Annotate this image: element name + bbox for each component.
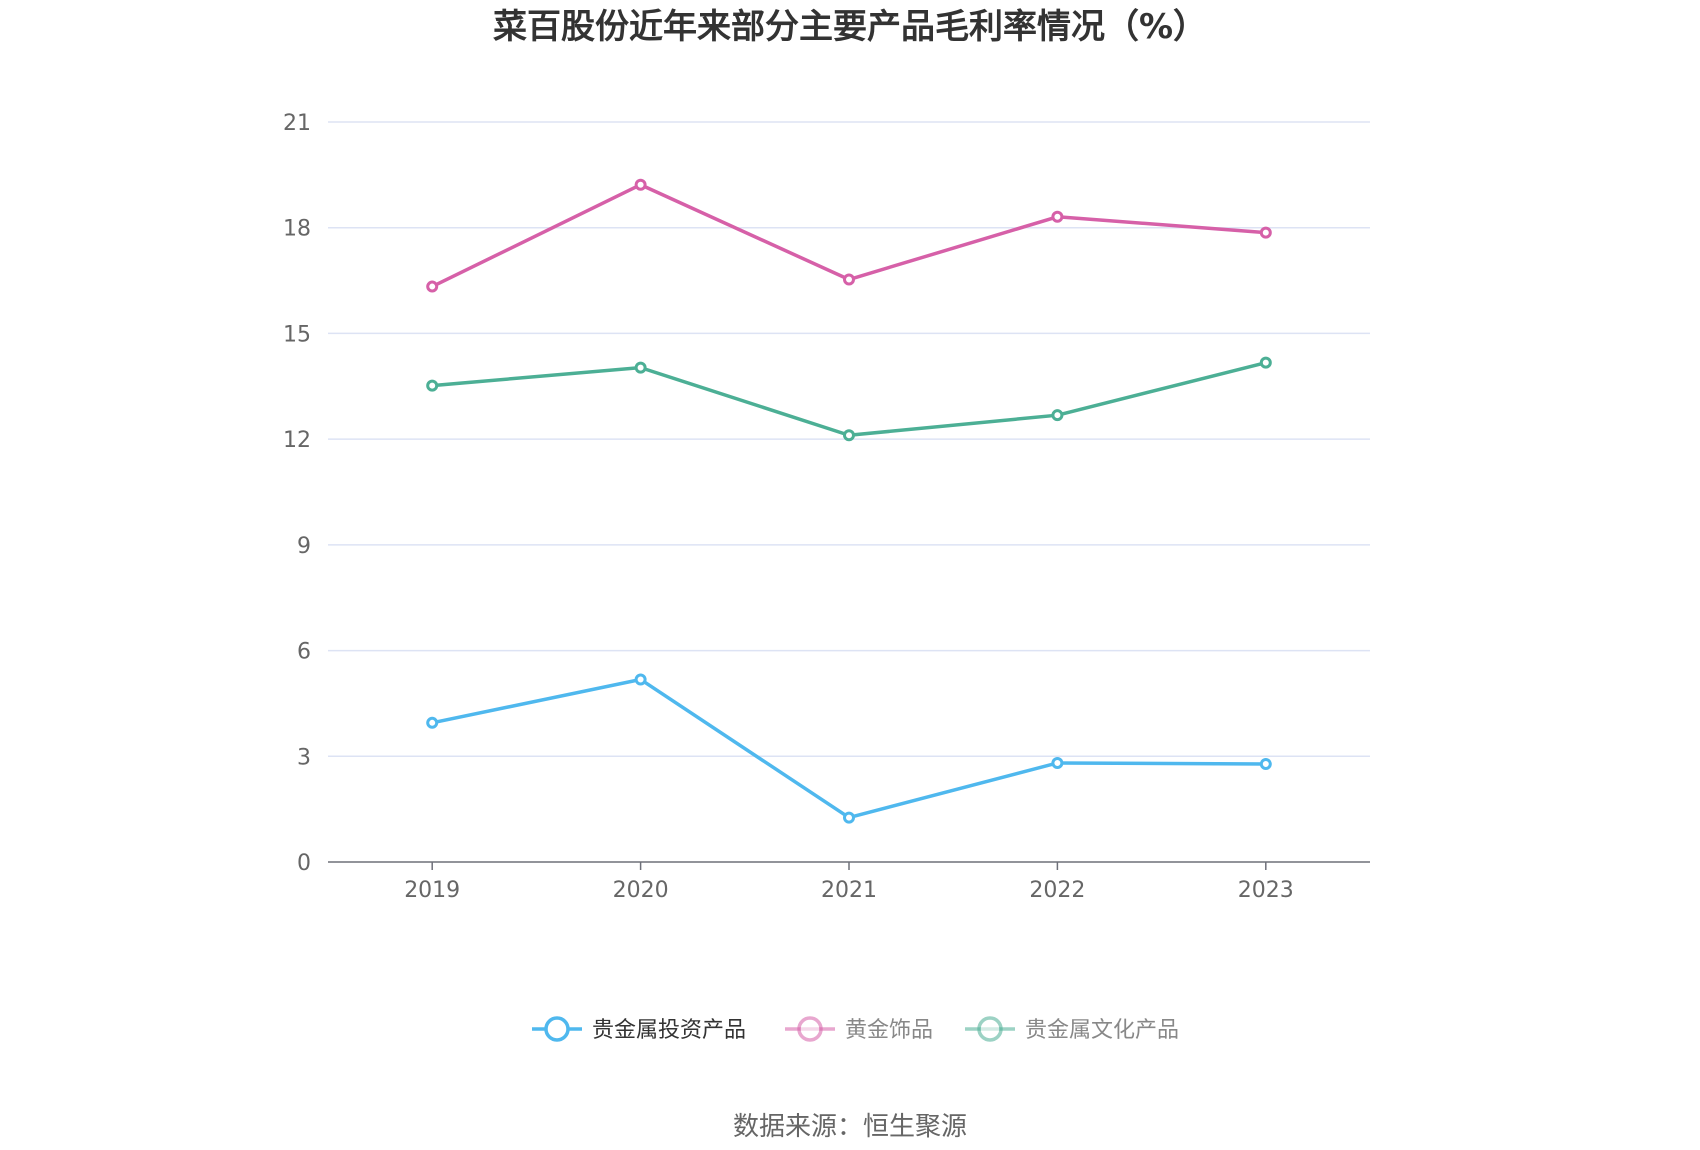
y-tick-label: 9: [297, 534, 311, 559]
series-layer: [426, 178, 1272, 824]
legend: 贵金属投资产品 黄金饰品 贵金属文化产品: [532, 1016, 1179, 1043]
data-point[interactable]: [634, 361, 647, 374]
y-tick-label: 12: [283, 428, 311, 453]
y-tick-label: 0: [297, 851, 311, 876]
legend-marker: [544, 1016, 570, 1042]
y-tick-label: 21: [283, 111, 311, 136]
data-point[interactable]: [1051, 210, 1064, 223]
data-point[interactable]: [634, 673, 647, 686]
series-line-1: [431, 677, 1266, 820]
chart-title: 菜百股份近年来部分主要产品毛利率情况（%）: [493, 7, 1207, 47]
legend-label: 贵金属文化产品: [1025, 1018, 1179, 1043]
legend-label: 黄金饰品: [845, 1018, 933, 1043]
x-tick-label: 2021: [821, 878, 877, 903]
data-point[interactable]: [426, 280, 439, 293]
legend-item-1[interactable]: 贵金属投资产品: [532, 1016, 746, 1043]
data-point[interactable]: [426, 379, 439, 392]
data-point[interactable]: [843, 429, 855, 442]
legend-item-2[interactable]: 黄金饰品: [785, 1016, 933, 1043]
axis-layer: 0 3 6 9 12 15 18 21 2019 2020 2021 2022 2023: [283, 111, 1370, 903]
data-source: 数据来源：恒生聚源: [733, 1112, 967, 1142]
y-tick-label: 18: [283, 217, 311, 242]
y-tick-label: 3: [297, 745, 311, 770]
data-point[interactable]: [1259, 226, 1272, 239]
legend-label: 贵金属投资产品: [592, 1018, 746, 1043]
grid-layer: [328, 121, 1370, 758]
data-point[interactable]: [843, 811, 855, 824]
data-point[interactable]: [1259, 758, 1272, 771]
y-tick-label: 6: [297, 640, 311, 665]
data-point[interactable]: [1259, 356, 1272, 369]
series-line-2: [431, 182, 1266, 289]
series-line-3: [432, 360, 1267, 438]
data-point[interactable]: [1051, 409, 1064, 422]
legend-item-3[interactable]: 贵金属文化产品: [965, 1016, 1179, 1043]
x-tick-label: 2023: [1238, 878, 1294, 903]
y-tick-label: 15: [283, 322, 311, 347]
legend-marker: [797, 1016, 823, 1042]
data-point[interactable]: [426, 716, 439, 729]
data-point[interactable]: [1051, 756, 1064, 769]
data-point[interactable]: [634, 178, 647, 191]
x-tick-label: 2019: [404, 878, 460, 903]
x-tick-label: 2020: [613, 878, 669, 903]
legend-marker: [977, 1016, 1003, 1042]
x-tick-label: 2022: [1029, 878, 1085, 903]
data-point[interactable]: [843, 273, 855, 286]
